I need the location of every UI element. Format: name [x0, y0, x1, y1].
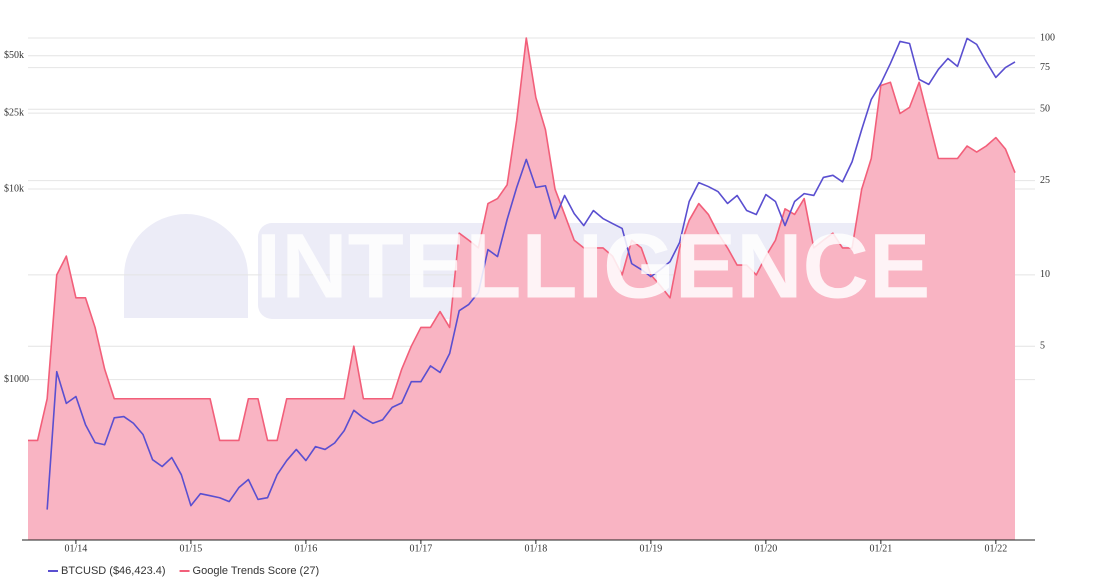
- x-tick-label: 01/16: [295, 543, 318, 554]
- y2-tick-label: 75: [1040, 62, 1050, 73]
- y-tick-label: $50k: [4, 50, 24, 61]
- y-tick-label: $25k: [4, 107, 24, 118]
- y2-tick-label: 10: [1040, 269, 1050, 280]
- x-tick-label: 01/18: [524, 543, 547, 554]
- legend-label: Google Trends Score (27): [193, 565, 320, 577]
- y2-tick-label: 25: [1040, 175, 1050, 186]
- line: [46, 37, 1016, 510]
- x-tick-label: 01/21: [869, 543, 892, 554]
- axes: $1000 $10k $25k $50k 5 10 25 50 75 100 01/14 01/15 0…: [4, 32, 1055, 554]
- x-tick-label: 01/15: [180, 543, 203, 554]
- legend-label: BTCUSD ($46,423.4): [61, 565, 166, 577]
- x-tick-label: 01/17: [409, 543, 432, 554]
- watermark-logo: [124, 214, 248, 318]
- y2-tick-label: 50: [1040, 104, 1050, 115]
- y-tick-label: $10k: [4, 183, 24, 194]
- data: [28, 37, 1016, 540]
- legend: BTCUSD ($46,423.4) Google Trends Score (2…: [48, 565, 319, 577]
- line: [28, 37, 1016, 442]
- x-tick-label: 01/14: [65, 543, 88, 554]
- y-tick-label: $1000: [4, 374, 29, 385]
- y2-tick-label: 100: [1040, 32, 1055, 43]
- area: [28, 38, 1015, 540]
- y2-tick-label: 5: [1040, 340, 1045, 351]
- x-tick-label: 01/22: [984, 543, 1007, 554]
- x-tick-label: 01/20: [754, 543, 777, 554]
- watermark-text: INTELLIGENCE: [256, 215, 931, 317]
- x-tick-label: 01/19: [639, 543, 662, 554]
